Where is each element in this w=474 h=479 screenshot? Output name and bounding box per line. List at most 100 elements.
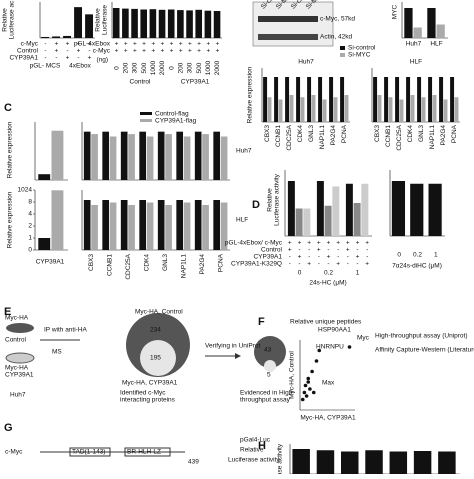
label: Relative — [240, 447, 264, 454]
bar — [109, 136, 117, 180]
bar — [167, 9, 175, 38]
point — [310, 369, 314, 374]
dose: 1000 — [150, 60, 157, 75]
bar — [428, 183, 442, 236]
dose: 300 — [187, 62, 194, 73]
label: CYP39A1 — [5, 372, 34, 379]
row-mark: + — [179, 48, 183, 55]
row-mark: + — [151, 41, 155, 48]
bar — [285, 77, 290, 122]
row-label: CYP39A1-K329Q — [231, 261, 282, 268]
point — [306, 376, 311, 381]
label: Relative expression — [7, 191, 14, 248]
bar — [102, 131, 110, 180]
bar — [183, 136, 191, 180]
bar — [194, 131, 202, 180]
row-mark: + — [336, 261, 340, 268]
bar — [38, 174, 51, 180]
bar — [384, 77, 389, 122]
bar — [183, 202, 191, 250]
bar — [365, 450, 383, 474]
row-mark: + — [170, 41, 174, 48]
bar — [373, 77, 378, 122]
label: Myc — [357, 335, 370, 342]
bar — [74, 7, 83, 39]
band — [258, 34, 318, 40]
bar — [443, 99, 448, 122]
label: BR-HLH-LZ — [127, 449, 161, 456]
bar — [278, 99, 283, 122]
bar — [146, 202, 154, 250]
label: High-throughput assay (Uniprot) — [375, 333, 468, 340]
row-mark: - — [289, 261, 291, 268]
row-mark: + — [317, 247, 321, 254]
bar — [85, 14, 94, 38]
dose: 300 — [132, 62, 139, 73]
row-mark: + — [206, 41, 210, 48]
bar — [51, 190, 64, 250]
gene: PA2G4 — [330, 125, 337, 146]
label: Control — [130, 79, 152, 86]
row-mark: + — [298, 240, 302, 247]
bar — [140, 9, 148, 38]
row-mark: + — [206, 48, 210, 55]
bar — [333, 97, 338, 122]
gene: GNL3 — [308, 125, 315, 142]
label: Luciferase activity — [228, 457, 280, 464]
gene: CDC25A — [125, 253, 132, 279]
row-mark: - — [347, 261, 349, 268]
row-mark: + — [288, 240, 292, 247]
bar — [139, 200, 147, 250]
bar — [213, 131, 221, 180]
gene: PCNA — [341, 124, 348, 143]
row-mark: + — [356, 254, 360, 261]
legend-label: Si-control — [348, 45, 376, 52]
label: 5 — [267, 372, 271, 379]
row-mark: + — [77, 48, 81, 55]
row-mark: + — [216, 48, 220, 55]
bar — [340, 77, 345, 122]
row-mark: + — [124, 41, 128, 48]
bar — [202, 134, 209, 180]
bar — [109, 202, 117, 250]
row-mark: + — [197, 41, 201, 48]
band-label: c-Myc, 57kd — [320, 16, 355, 23]
bar — [63, 35, 72, 38]
label: (ng) — [96, 57, 108, 64]
dose: 2000 — [214, 60, 221, 75]
panel-label: C — [4, 102, 12, 114]
row-mark: + — [327, 254, 331, 261]
row-mark: - — [88, 48, 90, 55]
gene: CDK4 — [297, 125, 304, 143]
gene: CCNB1 — [275, 125, 282, 147]
row-mark: - — [289, 254, 291, 261]
row-mark: + — [55, 48, 59, 55]
label: interacting proteins — [120, 397, 176, 404]
label: Relative — [95, 8, 102, 32]
label: ase activity — [277, 443, 284, 474]
label: Affinity Capture-Western (Literatures) — [375, 347, 474, 354]
bar — [165, 134, 172, 180]
label: Control — [5, 337, 27, 344]
row-mark: - — [44, 41, 46, 48]
label: 0 — [397, 252, 401, 259]
row-mark: - — [366, 254, 368, 261]
label: 1 — [356, 270, 360, 277]
row-mark: + — [188, 48, 192, 55]
bar — [202, 205, 209, 250]
bar — [157, 200, 165, 250]
row-mark: - — [366, 247, 368, 254]
gene: CBX3 — [374, 125, 381, 142]
point — [303, 383, 308, 388]
bar — [454, 97, 459, 122]
gene: GNL3 — [418, 125, 425, 142]
gene: NAP1L1 — [429, 125, 436, 150]
label: c-Myc — [5, 449, 23, 456]
bar — [263, 77, 268, 122]
point — [317, 348, 322, 353]
row-mark: - — [337, 254, 339, 261]
label: Luciferase activity — [274, 173, 281, 225]
gene: NAP1L1 — [319, 125, 326, 150]
bar — [289, 95, 294, 122]
label: Huh7 — [406, 41, 422, 48]
